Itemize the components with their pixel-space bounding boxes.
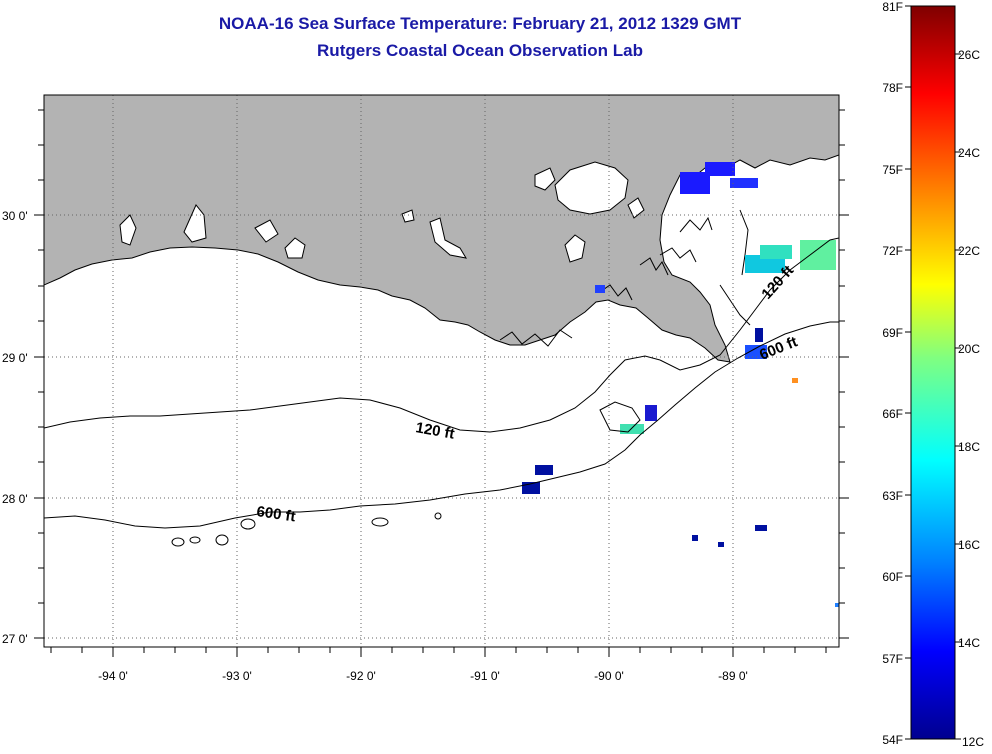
- lon-label-92: -92 0': [346, 669, 376, 683]
- colorbar-label-18c: 18C: [958, 440, 980, 454]
- title-line-2: Rutgers Coastal Ocean Observation Lab: [317, 41, 643, 60]
- colorbar-label-75f: 75F: [882, 163, 903, 177]
- colorbar-label-20c: 20C: [958, 342, 980, 356]
- lake-small-1: [534, 167, 556, 191]
- colorbar-label-14c: 14C: [958, 636, 980, 650]
- map-border: [43, 94, 840, 648]
- lake-small-7: [564, 234, 586, 263]
- contour-island: [599, 401, 641, 433]
- lat-label-27: 27 0': [2, 632, 28, 646]
- lake-small-3: [183, 204, 207, 243]
- colorbar-ticks: [905, 5, 961, 740]
- colorbar: [910, 5, 956, 740]
- colorbar-label-12c: 12C: [962, 735, 984, 749]
- colorbar-label-66f: 66F: [882, 407, 903, 421]
- colorbar-label-24c: 24C: [958, 146, 980, 160]
- colorbar-label-16c: 16C: [958, 538, 980, 552]
- lon-label-89: -89 0': [718, 669, 748, 683]
- colorbar-label-26c: 26C: [958, 48, 980, 62]
- graticule: [44, 95, 839, 647]
- contour-knolls: [171, 512, 442, 547]
- lake-small-9: [627, 197, 645, 219]
- title-line-1: NOAA-16 Sea Surface Temperature: Februar…: [218, 14, 742, 33]
- colorbar-label-72f: 72F: [882, 244, 903, 258]
- lon-label-93: -93 0': [222, 669, 252, 683]
- axis-ticks: [34, 109, 849, 657]
- lake-small-6: [429, 217, 468, 259]
- colorbar-label-22c: 22C: [958, 244, 980, 258]
- lake-small-4: [254, 219, 279, 243]
- colorbar-label-78f: 78F: [882, 81, 903, 95]
- lake-small-2: [119, 214, 137, 246]
- colorbar-label-69f: 69F: [882, 326, 903, 340]
- contour-label-600ft-shelf: 600 ft: [255, 503, 296, 525]
- contour-600ft-shelf: [44, 321, 839, 529]
- delta-marsh: [499, 209, 751, 347]
- lon-label-91: -91 0': [470, 669, 500, 683]
- colorbar-label-57f: 57F: [882, 652, 903, 666]
- lat-label-29: 29 0': [2, 351, 28, 365]
- sst-pixels: [522, 162, 839, 607]
- lake-small-8: [401, 209, 415, 223]
- lake-small-5: [284, 237, 306, 259]
- colorbar-label-81f: 81F: [882, 0, 903, 14]
- lon-label-90: -90 0': [594, 669, 624, 683]
- colorbar-label-54f: 54F: [882, 733, 903, 747]
- contour-120ft-shelf: [44, 355, 661, 433]
- contour-delta: [659, 237, 839, 371]
- lake-pontchartrain: [554, 161, 629, 215]
- contour-label-120ft-shelf: 120 ft: [414, 419, 456, 443]
- colorbar-label-60f: 60F: [882, 570, 903, 584]
- colorbar-label-63f: 63F: [882, 489, 903, 503]
- lat-label-30: 30 0': [2, 209, 28, 223]
- lat-label-28: 28 0': [2, 492, 28, 506]
- lon-label-94: -94 0': [98, 669, 128, 683]
